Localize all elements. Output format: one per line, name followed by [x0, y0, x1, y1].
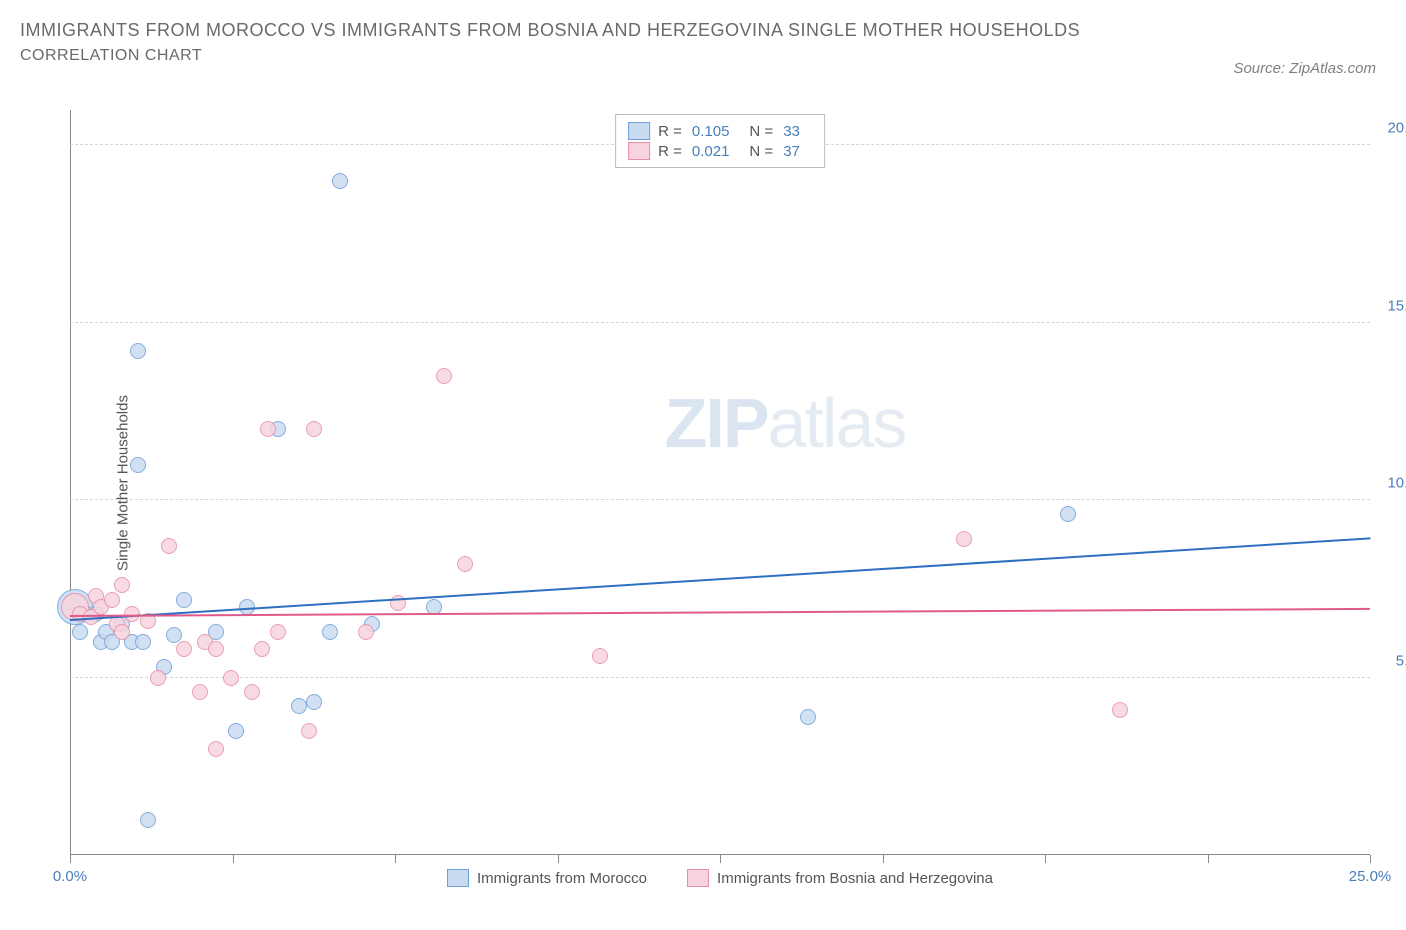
- y-tick-label: 20.0%: [1387, 120, 1406, 137]
- y-tick-label: 15.0%: [1387, 297, 1406, 314]
- scatter-point-morocco: [130, 457, 146, 473]
- scatter-point-bosnia: [254, 641, 270, 657]
- gridline: [70, 322, 1370, 323]
- x-tick: [1208, 855, 1209, 863]
- chart-subtitle: CORRELATION CHART: [20, 47, 1386, 65]
- source-attribution: Source: ZipAtlas.com: [1233, 60, 1376, 77]
- r-value-morocco: 0.105: [692, 123, 730, 140]
- scatter-point-morocco: [176, 592, 192, 608]
- scatter-point-morocco: [140, 812, 156, 828]
- swatch-bosnia: [628, 142, 650, 160]
- x-tick-label: 25.0%: [1349, 868, 1392, 885]
- scatter-point-bosnia: [260, 421, 276, 437]
- scatter-point-bosnia: [436, 368, 452, 384]
- y-tick-label: 10.0%: [1387, 475, 1406, 492]
- legend-label-bosnia: Immigrants from Bosnia and Herzegovina: [717, 870, 993, 887]
- scatter-point-bosnia: [176, 641, 192, 657]
- scatter-point-morocco: [135, 634, 151, 650]
- swatch-morocco: [628, 122, 650, 140]
- x-tick-label: 0.0%: [53, 868, 87, 885]
- scatter-point-bosnia: [208, 741, 224, 757]
- scatter-point-bosnia: [270, 624, 286, 640]
- scatter-point-bosnia: [956, 531, 972, 547]
- scatter-point-bosnia: [244, 684, 260, 700]
- n-value-morocco: 33: [783, 123, 800, 140]
- scatter-point-bosnia: [457, 556, 473, 572]
- correlation-legend: R = 0.105 N = 33 R = 0.021 N = 37: [615, 114, 825, 168]
- scatter-point-bosnia: [358, 624, 374, 640]
- x-tick: [233, 855, 234, 863]
- legend-row-bosnia: R = 0.021 N = 37: [628, 141, 812, 161]
- x-tick: [558, 855, 559, 863]
- x-tick: [395, 855, 396, 863]
- scatter-point-bosnia: [1112, 702, 1128, 718]
- gridline: [70, 677, 1370, 678]
- scatter-canvas: 5.0%10.0%15.0%20.0%0.0%25.0%: [70, 110, 1370, 855]
- trend-line-bosnia: [70, 608, 1370, 617]
- y-axis-line: [70, 110, 71, 855]
- scatter-point-bosnia: [161, 538, 177, 554]
- legend-label-morocco: Immigrants from Morocco: [477, 870, 647, 887]
- scatter-point-morocco: [130, 343, 146, 359]
- scatter-point-bosnia: [114, 577, 130, 593]
- scatter-point-morocco: [332, 173, 348, 189]
- scatter-point-morocco: [166, 627, 182, 643]
- legend-row-morocco: R = 0.105 N = 33: [628, 121, 812, 141]
- swatch-morocco-bottom: [447, 869, 469, 887]
- x-tick: [1045, 855, 1046, 863]
- x-tick: [1370, 855, 1371, 863]
- scatter-point-bosnia: [592, 648, 608, 664]
- scatter-point-bosnia: [208, 641, 224, 657]
- x-tick: [720, 855, 721, 863]
- scatter-point-bosnia: [114, 624, 130, 640]
- r-value-bosnia: 0.021: [692, 143, 730, 160]
- scatter-point-bosnia: [192, 684, 208, 700]
- scatter-point-morocco: [800, 709, 816, 725]
- scatter-point-morocco: [306, 694, 322, 710]
- scatter-point-bosnia: [306, 421, 322, 437]
- y-tick-label: 5.0%: [1396, 652, 1406, 669]
- scatter-point-morocco: [291, 698, 307, 714]
- scatter-point-morocco: [1060, 506, 1076, 522]
- plot-area: Single Mother Households ZIPatlas R = 0.…: [70, 110, 1370, 855]
- scatter-point-morocco: [72, 624, 88, 640]
- scatter-point-bosnia: [223, 670, 239, 686]
- chart-title: IMMIGRANTS FROM MOROCCO VS IMMIGRANTS FR…: [20, 20, 1386, 41]
- x-tick: [70, 855, 71, 863]
- scatter-point-bosnia: [301, 723, 317, 739]
- gridline: [70, 499, 1370, 500]
- r-label: R =: [658, 123, 682, 140]
- scatter-point-bosnia: [104, 592, 120, 608]
- n-value-bosnia: 37: [783, 143, 800, 160]
- n-label: N =: [749, 123, 773, 140]
- scatter-point-morocco: [322, 624, 338, 640]
- scatter-point-bosnia: [150, 670, 166, 686]
- x-tick: [883, 855, 884, 863]
- legend-item-morocco: Immigrants from Morocco: [447, 869, 647, 887]
- scatter-point-morocco: [228, 723, 244, 739]
- swatch-bosnia-bottom: [687, 869, 709, 887]
- legend-item-bosnia: Immigrants from Bosnia and Herzegovina: [687, 869, 993, 887]
- r-label: R =: [658, 143, 682, 160]
- n-label: N =: [749, 143, 773, 160]
- series-legend: Immigrants from Morocco Immigrants from …: [447, 869, 993, 887]
- chart-container: IMMIGRANTS FROM MOROCCO VS IMMIGRANTS FR…: [20, 20, 1386, 910]
